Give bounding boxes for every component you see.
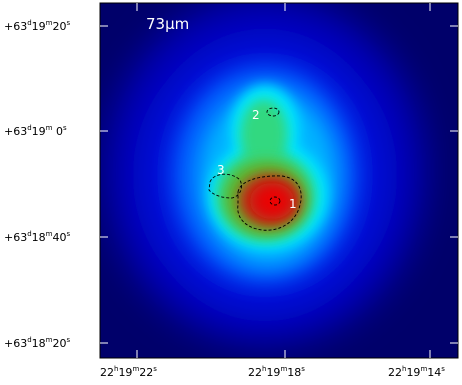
axis-ticks xyxy=(100,3,458,358)
ra-label-3: 22h19m14s xyxy=(388,365,445,379)
source-label-2: 2 xyxy=(252,108,260,122)
dec-label-3: +63d18m40s xyxy=(4,230,71,244)
dec-label-1: +63d19m20s xyxy=(4,19,71,33)
source-label-3: 3 xyxy=(217,163,225,177)
dec-label-4: +63d18m20s xyxy=(4,336,71,350)
contour-source-1-inner xyxy=(269,196,281,206)
wavelength-label: 73μm xyxy=(146,15,189,33)
ra-axis-labels: 22h19m22s 22h19m18s 22h19m14s xyxy=(100,365,445,379)
contour-source-3 xyxy=(208,173,243,199)
ra-label-1: 22h19m22s xyxy=(100,365,157,379)
ra-label-2: 22h19m18s xyxy=(248,365,305,379)
image-frame xyxy=(99,2,459,359)
intensity-map xyxy=(100,3,458,358)
contour-source-2 xyxy=(266,107,280,117)
source-label-1: 1 xyxy=(289,197,297,211)
contour-source-1-outer xyxy=(237,175,302,231)
contour-lines xyxy=(208,107,302,231)
dec-axis-labels: +63d19m20s +63d19m 0s +63d18m40s +63d18m… xyxy=(4,19,71,350)
dec-label-2: +63d19m 0s xyxy=(4,124,67,138)
